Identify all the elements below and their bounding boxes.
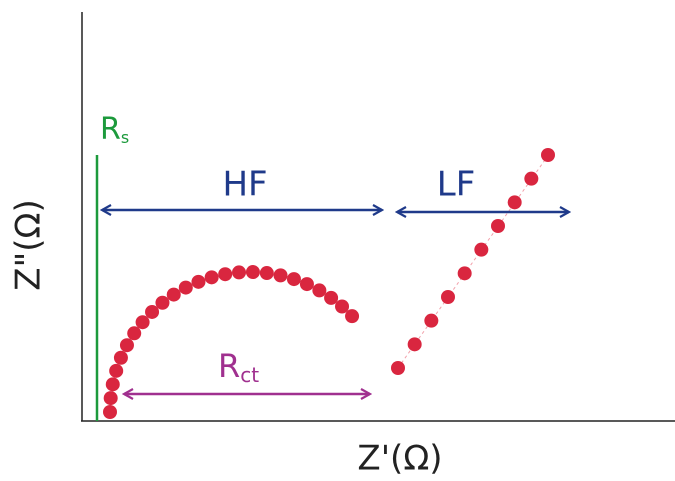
point (491, 219, 505, 233)
rs-sub: s (121, 128, 129, 147)
y-axis-label: Z"(Ω) (9, 199, 49, 290)
impedance-points (103, 148, 555, 419)
point (287, 272, 301, 286)
point (109, 364, 123, 378)
point (104, 391, 118, 405)
point (218, 267, 232, 281)
point (441, 290, 455, 304)
point (541, 148, 555, 162)
point (408, 337, 422, 351)
x-axis-label: Z'(Ω) (357, 439, 442, 479)
point (324, 291, 338, 305)
rs-label: Rs (100, 112, 129, 147)
point (136, 315, 150, 329)
point (274, 268, 288, 282)
point (155, 296, 169, 310)
point (300, 277, 314, 291)
point (260, 266, 274, 280)
point (312, 283, 326, 297)
point (524, 172, 538, 186)
rct-sub: ct (240, 363, 259, 387)
point (424, 314, 438, 328)
point (458, 266, 472, 280)
hf-label: HF (222, 165, 267, 205)
point (205, 270, 219, 284)
point (127, 326, 141, 340)
point (391, 361, 405, 375)
rct-label: Rct (218, 347, 259, 387)
point (103, 405, 117, 419)
point (179, 281, 193, 295)
point (474, 243, 488, 257)
point (508, 195, 522, 209)
rct-main: R (218, 347, 240, 385)
point (167, 288, 181, 302)
point (145, 305, 159, 319)
rs-main: R (100, 112, 121, 147)
point (191, 275, 205, 289)
point (232, 265, 246, 279)
point (246, 265, 260, 279)
point (114, 351, 128, 365)
nyquist-diagram: Rs HF LF Rct Z"(Ω) Z'(Ω) (0, 0, 675, 481)
point (345, 309, 359, 323)
point (120, 338, 134, 352)
lf-label: LF (437, 165, 476, 205)
point (106, 377, 120, 391)
